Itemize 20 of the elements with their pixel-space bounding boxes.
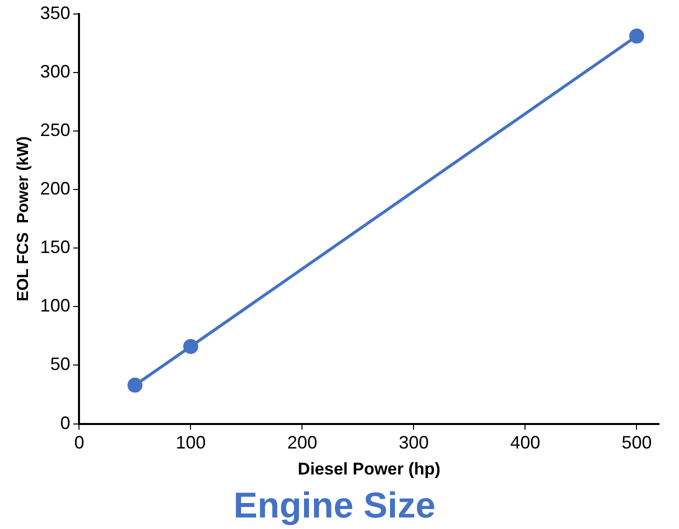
y-tick-label: 0 xyxy=(60,412,70,433)
point xyxy=(183,338,198,354)
x-axis-title: Diesel Power (hp) xyxy=(298,459,440,478)
y-tick-label: 350 xyxy=(40,2,70,23)
point xyxy=(629,28,644,44)
y-tick-label: 150 xyxy=(40,237,70,258)
x-tick-label: 300 xyxy=(398,432,429,453)
y-tick-label: 50 xyxy=(50,354,70,374)
x-tick-label: 500 xyxy=(622,432,652,453)
x-tick-label: 0 xyxy=(74,432,84,453)
y-tick-label: 300 xyxy=(40,61,70,82)
point xyxy=(127,378,142,393)
y-tick-label: 250 xyxy=(40,120,70,140)
x-tick-label: 200 xyxy=(287,432,318,453)
x-tick-label: 400 xyxy=(510,432,540,453)
y-axis-title: EOL FCS Power (kW) xyxy=(15,136,32,302)
text: Engine Size xyxy=(233,484,436,526)
y-tick-label: 100 xyxy=(40,296,70,316)
y-tick-label: 200 xyxy=(40,178,70,198)
x-tick-label: 100 xyxy=(176,432,206,453)
